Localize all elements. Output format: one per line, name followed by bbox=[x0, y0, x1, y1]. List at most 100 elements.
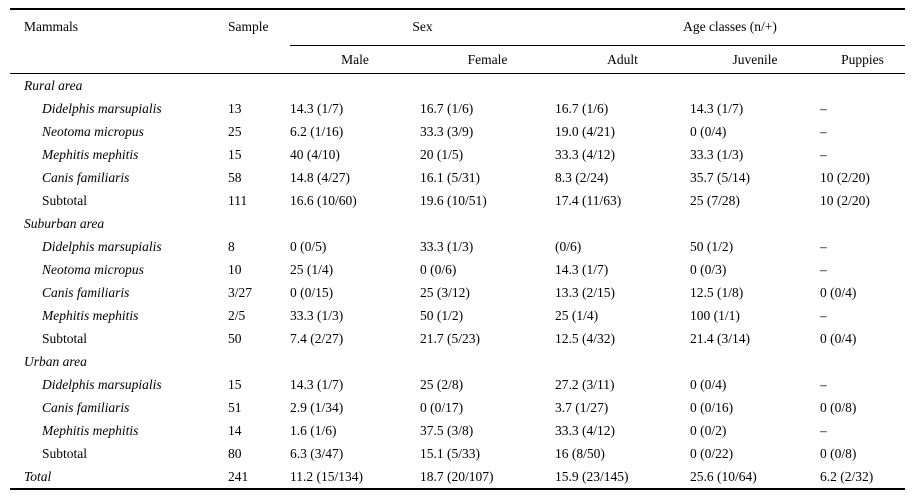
table-cell bbox=[555, 350, 690, 373]
table-cell: 14 bbox=[228, 423, 242, 438]
table-row-subtotal: Subtotal 50 7.4 (2/27) 21.7 (5/23) 12.5 (4/3… bbox=[10, 327, 905, 350]
table-cell: 16 (8/50) bbox=[555, 446, 605, 461]
row-label: Canis familiaris bbox=[42, 285, 130, 300]
table-cell: 0 (0/6) bbox=[420, 262, 457, 277]
table-cell: 100 (1/1) bbox=[690, 308, 740, 323]
table-cell: 51 bbox=[228, 400, 242, 415]
table-cell: 25 (1/4) bbox=[555, 308, 599, 323]
table-cell: 33.3 (1/3) bbox=[690, 147, 744, 162]
table-cell: – bbox=[820, 262, 827, 277]
table-cell: 40 (4/10) bbox=[290, 147, 340, 162]
table-cell: 16.7 (1/6) bbox=[555, 101, 609, 116]
table-cell: 0 (0/16) bbox=[690, 400, 734, 415]
table-cell: 80 bbox=[228, 446, 242, 461]
table-cell: 25 bbox=[228, 124, 242, 139]
table-cell bbox=[228, 74, 290, 98]
table-cell: 10 (2/20) bbox=[820, 170, 870, 185]
table-cell: 8 bbox=[228, 239, 235, 254]
table-cell: 13.3 (2/15) bbox=[555, 285, 615, 300]
table-cell: 19.0 (4/21) bbox=[555, 124, 615, 139]
mammals-prevalence-table: Mammals Sample Sex Age classes (n/+) Mal… bbox=[10, 8, 905, 490]
table-cell bbox=[820, 212, 905, 235]
table-row-species: Canis familiaris 51 2.9 (1/34) 0 (0/17) 3.7 … bbox=[10, 396, 905, 419]
table-cell: 16.6 (10/60) bbox=[290, 193, 357, 208]
table-cell: 0 (0/4) bbox=[820, 285, 857, 300]
table-cell: 14.3 (1/7) bbox=[290, 377, 344, 392]
header-sex-group: Sex bbox=[290, 9, 555, 46]
table-row-section: Urban area bbox=[10, 350, 905, 373]
table-row-species: Neotoma micropus 25 6.2 (1/16) 33.3 (3/9) 19… bbox=[10, 120, 905, 143]
table-cell: 14.3 (1/7) bbox=[690, 101, 744, 116]
table-cell bbox=[820, 350, 905, 373]
table-cell: 12.5 (4/32) bbox=[555, 331, 615, 346]
table-cell: – bbox=[820, 147, 827, 162]
table-cell: 0 (0/22) bbox=[690, 446, 734, 461]
table-row-species: Canis familiaris 58 14.8 (4/27) 16.1 (5/31)… bbox=[10, 166, 905, 189]
row-label: Canis familiaris bbox=[42, 170, 130, 185]
table-row-species: Mephitis mephitis 15 40 (4/10) 20 (1/5) 33.3… bbox=[10, 143, 905, 166]
table-cell: 0 (0/8) bbox=[820, 446, 857, 461]
table-cell: 15 bbox=[228, 147, 242, 162]
table-cell: 15.1 (5/33) bbox=[420, 446, 480, 461]
table-row-subtotal: Subtotal 80 6.3 (3/47) 15.1 (5/33) 16 (8/50)… bbox=[10, 442, 905, 465]
table-header: Mammals Sample Sex Age classes (n/+) Mal… bbox=[10, 9, 905, 74]
row-label: Subtotal bbox=[42, 331, 88, 346]
table-cell: 11.2 (15/134) bbox=[290, 469, 363, 484]
table-cell: 0 (0/2) bbox=[690, 423, 727, 438]
row-label: Neotoma micropus bbox=[42, 124, 144, 139]
table-row-species: Mephitis mephitis 14 1.6 (1/6) 37.5 (3/8) 33… bbox=[10, 419, 905, 442]
table-row-subtotal: Subtotal 111 16.6 (10/60) 19.6 (10/51) 17.4 … bbox=[10, 189, 905, 212]
table-cell: 8.3 (2/24) bbox=[555, 170, 609, 185]
header-age-classes-group: Age classes (n/+) bbox=[555, 9, 905, 46]
table-cell: 25 (2/8) bbox=[420, 377, 464, 392]
row-label: Rural area bbox=[24, 78, 83, 93]
header-female: Female bbox=[420, 45, 555, 74]
table-row-species: Neotoma micropus 10 25 (1/4) 0 (0/6) 14.3 (1… bbox=[10, 258, 905, 281]
table-cell bbox=[290, 350, 420, 373]
table-row-section: Suburban area bbox=[10, 212, 905, 235]
header-mammals: Mammals bbox=[10, 9, 228, 74]
table-cell: 0 (0/5) bbox=[290, 239, 327, 254]
table-cell: 1.6 (1/6) bbox=[290, 423, 337, 438]
table-cell bbox=[820, 74, 905, 98]
table-cell: 0 (0/3) bbox=[690, 262, 727, 277]
table-cell: 0 (0/4) bbox=[690, 124, 727, 139]
table-cell bbox=[690, 350, 820, 373]
table-cell: 241 bbox=[228, 469, 249, 484]
table-cell bbox=[420, 74, 555, 98]
table-cell: 16.7 (1/6) bbox=[420, 101, 474, 116]
table-cell: 14.3 (1/7) bbox=[290, 101, 344, 116]
table-cell: 18.7 (20/107) bbox=[420, 469, 494, 484]
table-row-species: Canis familiaris 3/27 0 (0/15) 25 (3/12) 13.… bbox=[10, 281, 905, 304]
row-label: Suburban area bbox=[24, 216, 105, 231]
table-cell: 16.1 (5/31) bbox=[420, 170, 480, 185]
header-adult: Adult bbox=[555, 45, 690, 74]
table-cell bbox=[290, 74, 420, 98]
table-cell: 12.5 (1/8) bbox=[690, 285, 744, 300]
table-cell bbox=[690, 74, 820, 98]
table-cell: 15.9 (23/145) bbox=[555, 469, 629, 484]
table-cell: 21.7 (5/23) bbox=[420, 331, 480, 346]
table-cell: 13 bbox=[228, 101, 242, 116]
table-cell: 50 (1/2) bbox=[690, 239, 734, 254]
table-cell: 17.4 (11/63) bbox=[555, 193, 622, 208]
table-cell: 6.3 (3/47) bbox=[290, 446, 344, 461]
table-cell: 33.3 (4/12) bbox=[555, 423, 615, 438]
table-cell: 2/5 bbox=[228, 308, 246, 323]
row-label: Subtotal bbox=[42, 446, 88, 461]
header-row-groups: Mammals Sample Sex Age classes (n/+) bbox=[10, 9, 905, 74]
row-label: Didelphis marsupialis bbox=[42, 239, 162, 254]
table-cell: 19.6 (10/51) bbox=[420, 193, 487, 208]
header-juvenile: Juvenile bbox=[690, 45, 820, 74]
table-cell: – bbox=[820, 423, 827, 438]
header-sample: Sample bbox=[228, 9, 290, 74]
table-row-species: Didelphis marsupialis 13 14.3 (1/7) 16.7 (1… bbox=[10, 97, 905, 120]
row-label: Urban area bbox=[24, 354, 87, 369]
row-label: Mephitis mephitis bbox=[42, 308, 139, 323]
row-label: Didelphis marsupialis bbox=[42, 377, 162, 392]
table-cell: 14.8 (4/27) bbox=[290, 170, 350, 185]
table-cell: 6.2 (2/32) bbox=[820, 469, 874, 484]
table-cell: 10 bbox=[228, 262, 242, 277]
row-label: Neotoma micropus bbox=[42, 262, 144, 277]
table-cell: 37.5 (3/8) bbox=[420, 423, 474, 438]
